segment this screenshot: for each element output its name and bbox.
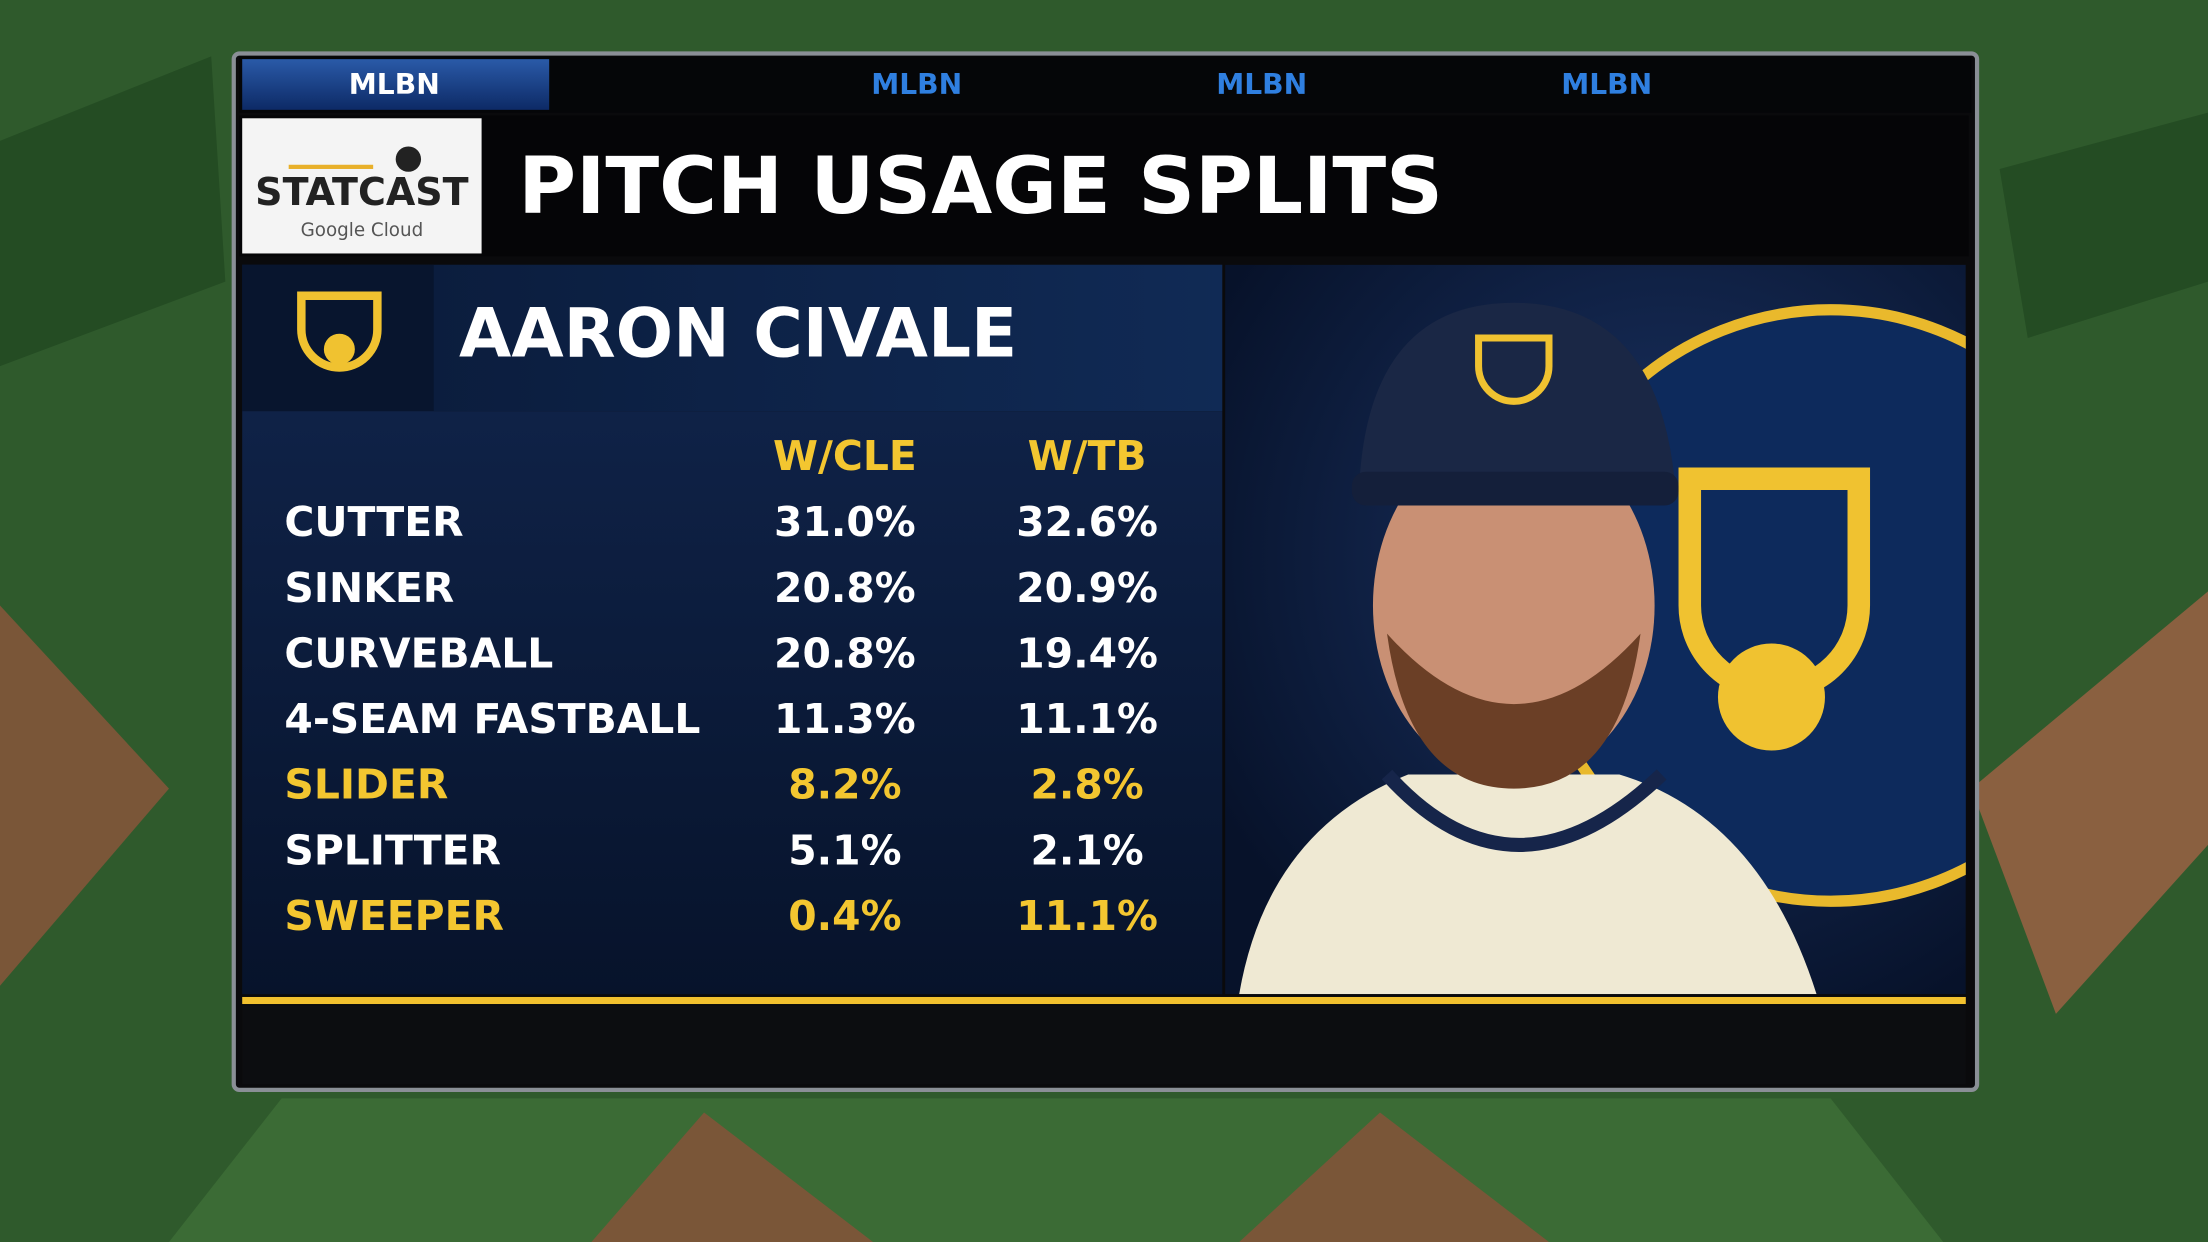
cell: 20.8%: [774, 564, 916, 612]
cell: 19.4%: [1016, 629, 1158, 677]
row-label: 4-SEAM FASTBALL: [284, 695, 700, 743]
table-bg: [242, 411, 1223, 995]
cell: 0.4%: [788, 892, 901, 940]
cell: 2.8%: [1030, 761, 1143, 809]
cell: 8.2%: [788, 761, 901, 809]
cell: 20.9%: [1016, 564, 1158, 612]
row-label: CURVEBALL: [284, 629, 553, 677]
cell: 11.1%: [1016, 892, 1158, 940]
cell: 11.3%: [774, 695, 916, 743]
ticker-label: MLBN: [349, 68, 440, 101]
ticker: MLBN MLBN MLBN MLBN: [349, 68, 1652, 101]
stats-table: W/CLE W/TB CUTTER 31.0% 32.6% SINKER 20.8% 20.9…: [284, 432, 1157, 940]
cell: 5.1%: [788, 826, 901, 874]
cell: 32.6%: [1016, 498, 1158, 546]
header-bar: [239, 115, 1969, 257]
logo-sponsor: Google Cloud: [301, 220, 424, 241]
logo-brand: STATCAST: [255, 170, 468, 214]
row-label: SWEEPER: [284, 892, 503, 940]
ticker-label: MLBN: [871, 68, 962, 101]
row-label: SLIDER: [284, 761, 448, 809]
team-logo: [297, 291, 382, 372]
logo-icon: [395, 146, 422, 172]
footer-bar: [242, 1005, 1966, 1085]
column-header: W/CLE: [773, 432, 917, 480]
ticker-tab: [242, 59, 550, 110]
row-label: SINKER: [284, 564, 454, 612]
row-label: SPLITTER: [284, 826, 501, 874]
ticker-label: MLBN: [1561, 68, 1652, 101]
accent-line: [242, 996, 1966, 1005]
cell: 31.0%: [774, 498, 916, 546]
row-label: CUTTER: [284, 498, 463, 546]
cell: 20.8%: [774, 629, 916, 677]
column-header: W/TB: [1028, 432, 1147, 480]
cell: 2.1%: [1030, 826, 1143, 874]
ticker-label: MLBN: [1216, 68, 1307, 101]
title: PITCH USAGE SPLITS: [518, 140, 1443, 232]
player-name: AARON CIVALE: [459, 294, 1017, 373]
logo-stripe: [288, 164, 374, 169]
player-photo: [1225, 264, 1966, 995]
cell: 11.1%: [1016, 695, 1158, 743]
statcast-logo: [242, 118, 482, 254]
